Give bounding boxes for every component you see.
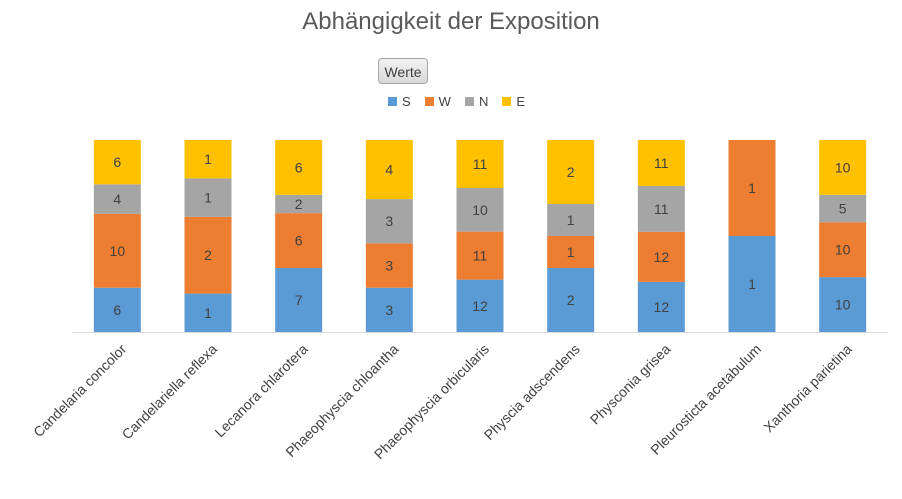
bar-segment-w[interactable] — [275, 213, 323, 268]
data-label: 12 — [654, 299, 670, 315]
legend-label: E — [516, 93, 526, 109]
legend-entry-n: N — [464, 93, 489, 109]
legend-swatch — [424, 96, 434, 106]
bar-segment-s[interactable] — [456, 279, 504, 332]
bar-segment-w[interactable] — [547, 236, 595, 268]
data-label: 10 — [835, 297, 851, 313]
bar-segment-n[interactable] — [456, 188, 504, 232]
data-label: 10 — [472, 202, 488, 218]
data-label: 1 — [748, 276, 756, 292]
legend-swatch — [388, 96, 397, 106]
data-label: 3 — [385, 302, 393, 318]
data-label: 10 — [835, 242, 851, 258]
bar-segment-n[interactable] — [184, 178, 232, 217]
data-label: 3 — [385, 213, 393, 229]
bar-segment-s[interactable] — [93, 287, 141, 332]
data-label: 2 — [567, 292, 575, 308]
legend-swatch — [464, 96, 474, 106]
category-label: Candelaria concolor — [30, 341, 130, 441]
data-label: 5 — [839, 201, 847, 217]
data-label: 1 — [204, 190, 212, 206]
data-label: 1 — [567, 212, 575, 228]
bar-segment-e[interactable] — [365, 140, 413, 200]
data-label: 10 — [110, 243, 126, 259]
category-label: Xanthoria parietina — [760, 341, 855, 436]
bar-segment-s[interactable] — [637, 281, 685, 332]
bar-segment-e[interactable] — [93, 140, 141, 185]
legend-label: W — [438, 93, 451, 109]
data-label: 2 — [204, 247, 212, 263]
bar-segment-n[interactable] — [365, 199, 413, 244]
data-label: 4 — [385, 162, 393, 178]
bar-segment-w[interactable] — [637, 231, 685, 282]
data-label: 7 — [295, 292, 303, 308]
bar-segment-s[interactable] — [547, 268, 595, 332]
bar-segment-s[interactable] — [819, 277, 867, 332]
bar-segment-e[interactable] — [637, 140, 685, 186]
data-label: 4 — [113, 191, 121, 207]
data-label: 1 — [204, 151, 212, 167]
bar-segment-s[interactable] — [728, 236, 776, 332]
bar-segment-w[interactable] — [728, 140, 776, 236]
bar-segment-n[interactable] — [819, 194, 867, 223]
category-label: Candelariella reflexa — [119, 341, 221, 443]
bar-segment-n[interactable] — [93, 184, 141, 214]
bar-segment-w[interactable] — [93, 213, 141, 288]
data-label: 6 — [113, 154, 121, 170]
values-field-button[interactable]: Werte — [378, 58, 428, 84]
bar-segment-w[interactable] — [819, 222, 867, 278]
chart-title: Abhängigkeit der Exposition — [302, 8, 600, 35]
data-label: 1 — [204, 305, 212, 321]
data-label: 6 — [113, 302, 121, 318]
category-label: Lecanora chlarotera — [211, 341, 311, 441]
data-label: 1 — [567, 244, 575, 260]
legend-entry-s: S — [388, 94, 411, 109]
data-label: 2 — [295, 196, 303, 212]
data-label: 11 — [654, 155, 669, 171]
bar-segment-e[interactable] — [184, 140, 232, 179]
bar-segment-e[interactable] — [547, 140, 595, 204]
category-label: Physconia grisea — [587, 341, 674, 428]
bar-segment-s[interactable] — [275, 268, 323, 332]
bar-segment-s[interactable] — [184, 293, 232, 332]
data-label: 11 — [473, 248, 488, 264]
data-label: 6 — [295, 233, 303, 249]
data-label: 11 — [473, 156, 488, 172]
bar-segment-e[interactable] — [819, 140, 867, 195]
data-label: 2 — [567, 164, 575, 180]
bar-segment-n[interactable] — [637, 185, 685, 232]
bar-segment-n[interactable] — [547, 204, 595, 236]
data-label: 1 — [748, 180, 756, 196]
bar-segment-s[interactable] — [365, 287, 413, 332]
data-label: 12 — [472, 298, 488, 314]
bar-segment-w[interactable] — [184, 216, 232, 294]
data-label: 12 — [654, 249, 670, 265]
legend-label: S — [402, 93, 411, 109]
legend-label: N — [478, 93, 489, 109]
bar-segment-n[interactable] — [275, 194, 323, 214]
legend-entry-w: W — [424, 93, 451, 109]
data-label: 11 — [654, 201, 669, 217]
data-label: 6 — [295, 159, 303, 175]
bar-segment-w[interactable] — [365, 243, 413, 288]
data-label: 10 — [835, 159, 851, 175]
data-label: 3 — [385, 258, 393, 274]
category-label: Physcia adscendens — [481, 341, 583, 443]
bar-segment-w[interactable] — [456, 231, 504, 280]
legend-swatch — [502, 96, 512, 106]
legend-entry-e: E — [502, 94, 525, 109]
bar-segment-e[interactable] — [275, 140, 323, 195]
bar-segment-e[interactable] — [456, 140, 504, 188]
